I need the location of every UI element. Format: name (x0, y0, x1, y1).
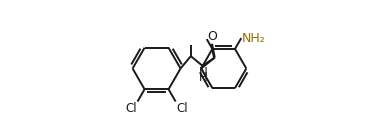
Text: H: H (198, 71, 207, 84)
Text: Cl: Cl (125, 102, 137, 115)
Text: N: N (198, 66, 207, 79)
Text: O: O (207, 30, 217, 43)
Text: Cl: Cl (176, 102, 188, 115)
Text: NH₂: NH₂ (242, 32, 266, 45)
